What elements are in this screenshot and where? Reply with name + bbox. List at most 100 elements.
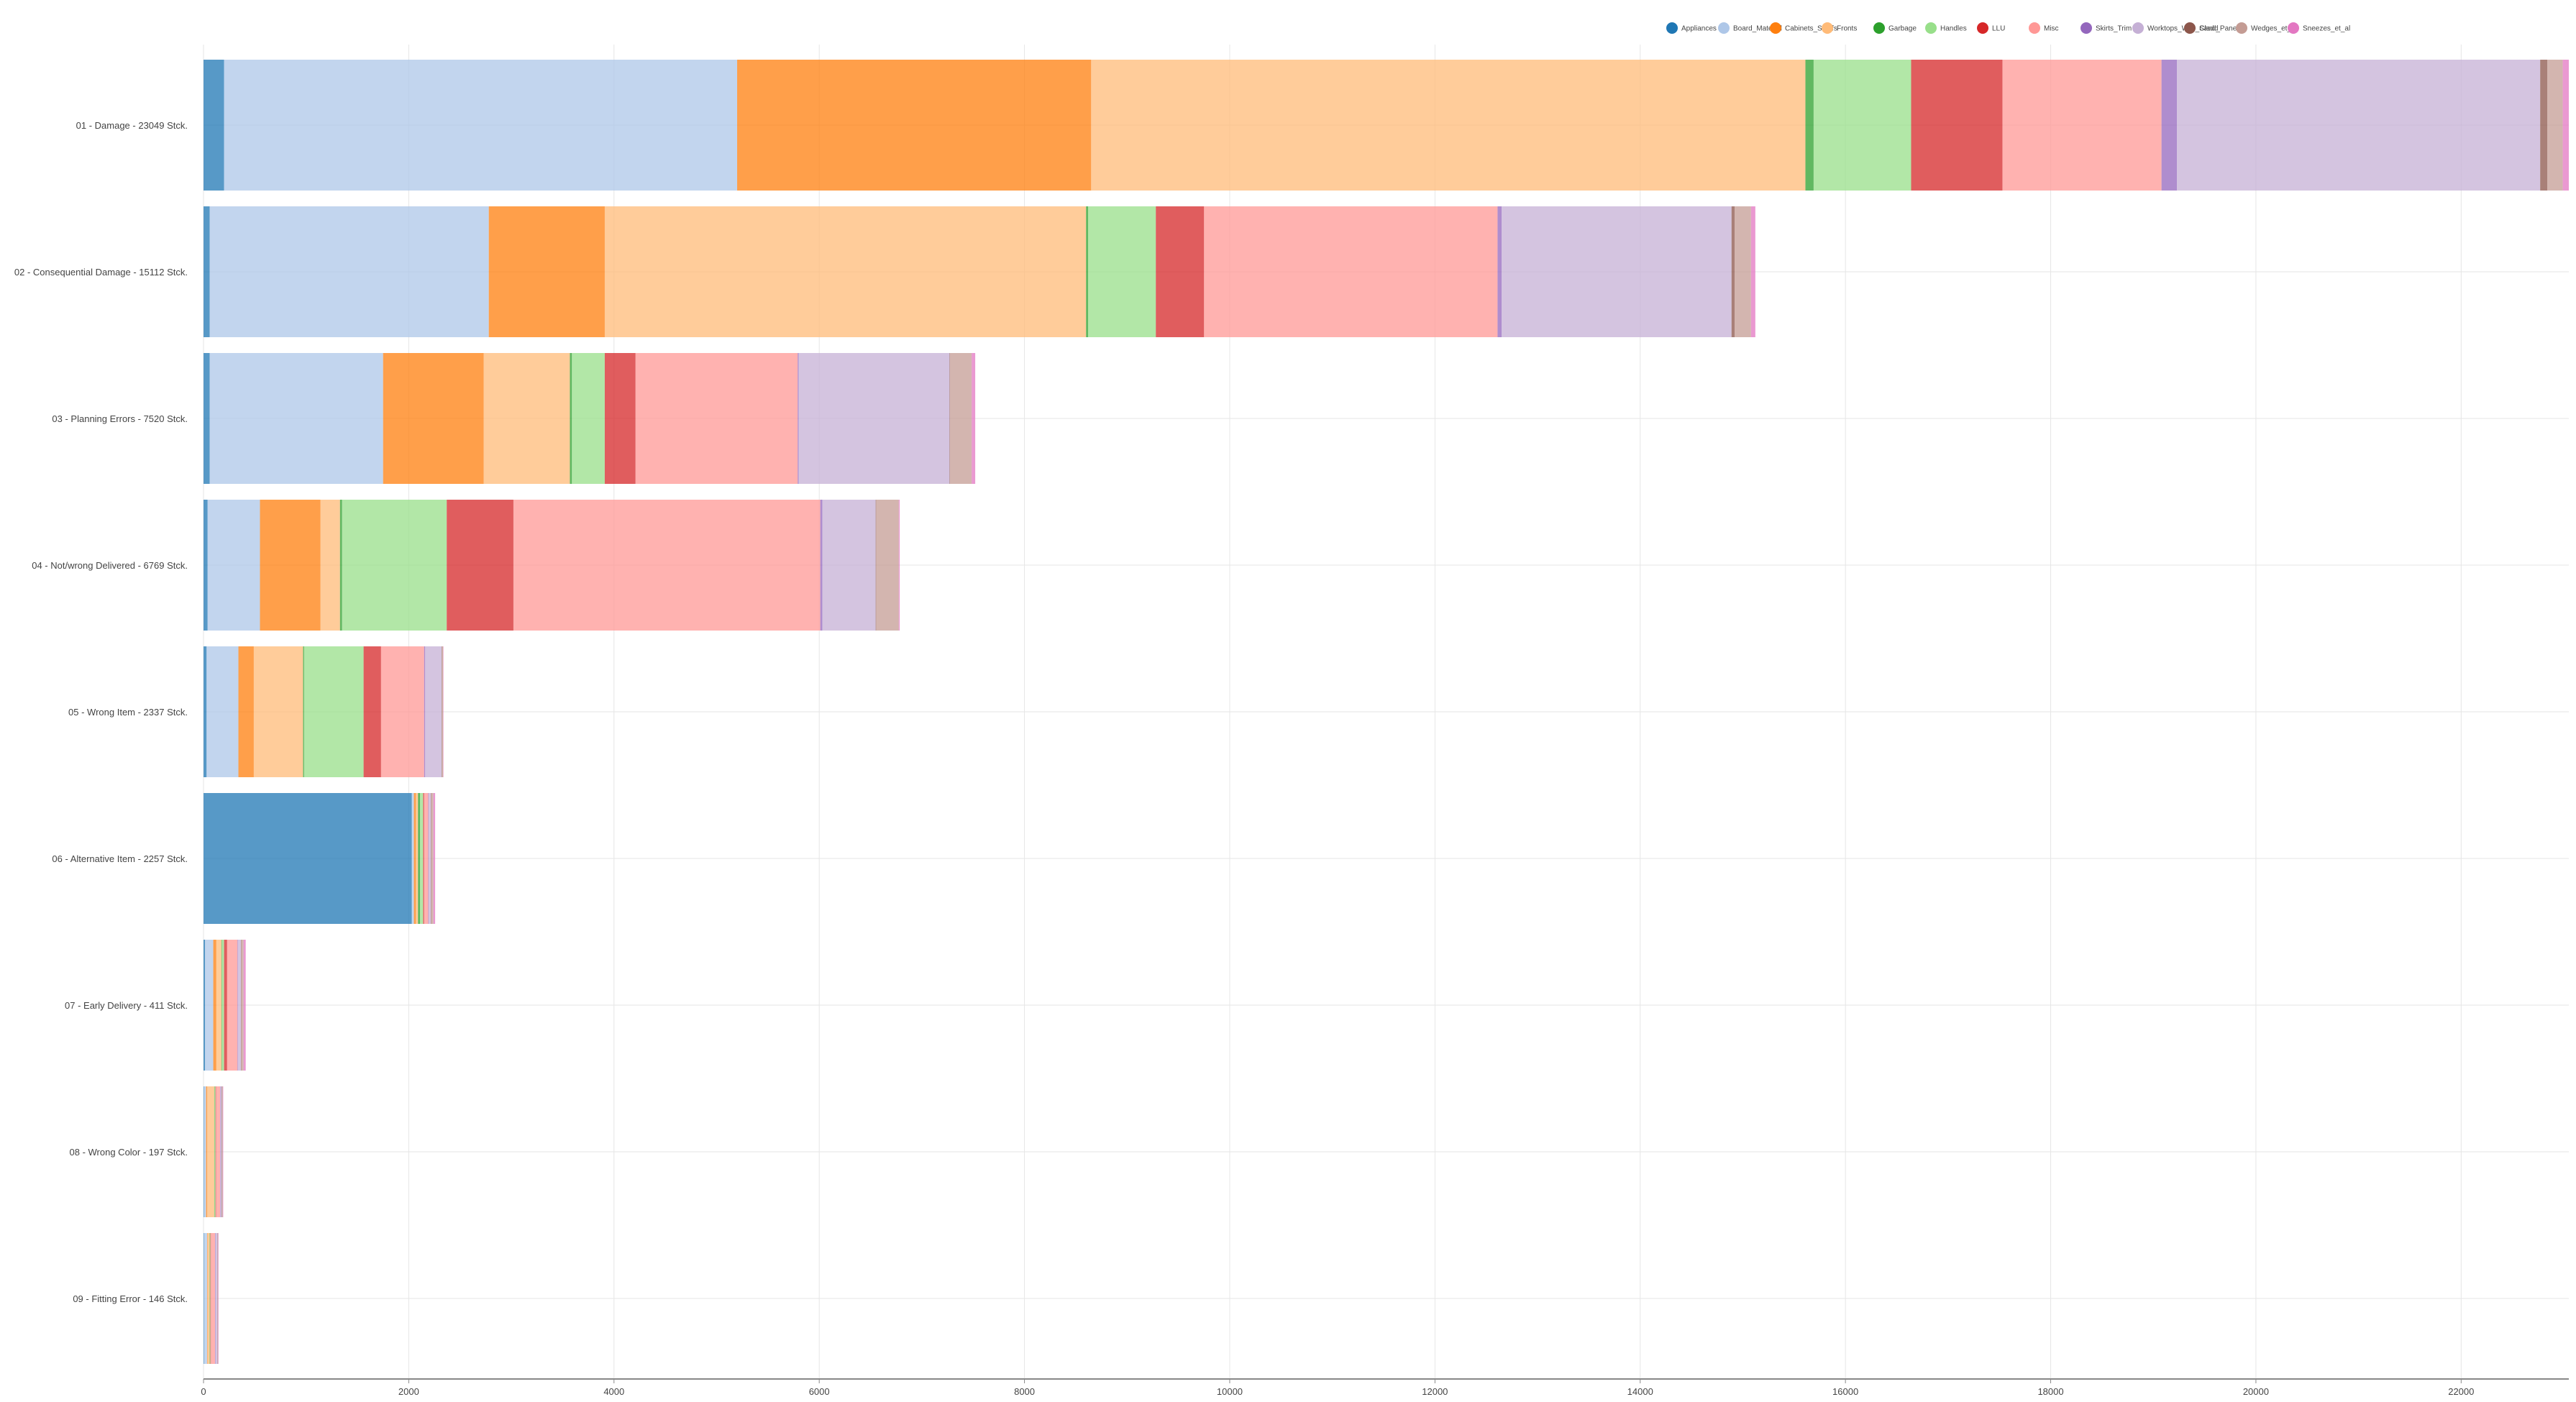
bar-segment-fronts[interactable] <box>604 206 1087 337</box>
bar-segment-wedges-et-al[interactable] <box>431 793 434 924</box>
bar-segment-garbage[interactable] <box>570 353 572 484</box>
legend-item[interactable]: Board_Material <box>1718 22 1782 34</box>
bar-segment-worktops-wall-cladd[interactable] <box>798 353 950 484</box>
bar-segment-wedges-et-al[interactable] <box>442 646 444 777</box>
bar-segment-handles[interactable] <box>572 353 605 484</box>
bar-segment-board-material[interactable] <box>205 940 214 1071</box>
bar-segment-board-material[interactable] <box>209 353 383 484</box>
bar-segment-skirts-trim[interactable] <box>820 500 823 631</box>
bar-segment-skirts-trim[interactable] <box>2161 60 2178 191</box>
bar-segment-handles[interactable] <box>221 940 224 1071</box>
bar-segment-skirts-trim[interactable] <box>424 646 426 777</box>
bar-segment-llu[interactable] <box>224 940 227 1071</box>
bar-segment-wedges-et-al[interactable] <box>217 1233 219 1364</box>
bar-segment-cabinets-shelfs[interactable] <box>206 1086 207 1217</box>
bar-segment-garbage[interactable] <box>339 500 342 631</box>
legend-item[interactable]: Cabinets_Shelfs <box>1770 22 1837 34</box>
bar-segment-cabinets-shelfs[interactable] <box>737 60 1092 191</box>
legend-item[interactable]: Garbage <box>1873 22 1917 34</box>
bar-segment-llu[interactable] <box>363 646 381 777</box>
bar-segment-cabinets-shelfs[interactable] <box>414 793 416 924</box>
bar-segment-misc[interactable] <box>2002 60 2162 191</box>
bar-segment-wedges-et-al[interactable] <box>1735 206 1751 337</box>
bar-segment-skirts-trim[interactable] <box>214 1233 216 1364</box>
bar-segment-llu[interactable] <box>604 353 636 484</box>
bar-segment-sand-panels[interactable] <box>2540 60 2548 191</box>
legend-item[interactable]: Misc <box>2029 22 2059 34</box>
bar-segment-appliances[interactable] <box>204 646 207 777</box>
bar-segment-fronts[interactable] <box>1091 60 1806 191</box>
bar-segment-board-material[interactable] <box>206 646 239 777</box>
bar-segment-board-material[interactable] <box>224 60 738 191</box>
bar-segment-sneezes-et-al[interactable] <box>222 1086 224 1217</box>
bar-segment-llu[interactable] <box>1911 60 2003 191</box>
bar-segment-worktops-wall-cladd[interactable] <box>429 793 431 924</box>
bar-segment-worktops-wall-cladd[interactable] <box>215 1233 218 1364</box>
bar-segment-cabinets-shelfs[interactable] <box>213 940 216 1071</box>
bar-segment-appliances[interactable] <box>204 940 206 1071</box>
bar-segment-cabinets-shelfs[interactable] <box>383 353 484 484</box>
bar-segment-worktops-wall-cladd[interactable] <box>425 646 442 777</box>
bar-segment-sneezes-et-al[interactable] <box>898 500 900 631</box>
bar-segment-skirts-trim[interactable] <box>220 1086 221 1217</box>
legend[interactable]: Appliances Board_Material Cabinets_Shelfs F… <box>1666 22 2350 34</box>
bar-segment-cabinets-shelfs[interactable] <box>260 500 321 631</box>
bar-segment-sneezes-et-al[interactable] <box>2562 60 2569 191</box>
bar-segment-misc[interactable] <box>211 1233 215 1364</box>
bar-segment-fronts[interactable] <box>320 500 340 631</box>
bar-segment-garbage[interactable] <box>214 1086 215 1217</box>
bar-segment-llu[interactable] <box>447 500 513 631</box>
bar-segment-wedges-et-al[interactable] <box>950 353 972 484</box>
bar-segment-garbage[interactable] <box>1086 206 1089 337</box>
bar-segment-llu[interactable] <box>423 793 424 924</box>
bar-segment-wedges-et-al[interactable] <box>876 500 899 631</box>
legend-item[interactable]: Skirts_Trim <box>2081 22 2132 34</box>
bar-segment-handles[interactable] <box>1813 60 1912 191</box>
bar-segment-appliances[interactable] <box>204 206 210 337</box>
bar-segment-cabinets-shelfs[interactable] <box>206 1233 208 1364</box>
bar-segment-misc[interactable] <box>216 1086 221 1217</box>
bar-segment-board-material[interactable] <box>204 1233 207 1364</box>
bar-segment-appliances[interactable] <box>204 500 208 631</box>
bar-segment-fronts[interactable] <box>483 353 570 484</box>
bar-segment-handles[interactable] <box>420 793 424 924</box>
bar-segment-sand-panels[interactable] <box>949 353 951 484</box>
bar-segment-handles[interactable] <box>1088 206 1156 337</box>
bar-segment-wedges-et-al[interactable] <box>2547 60 2563 191</box>
bar-segment-garbage[interactable] <box>221 940 222 1071</box>
bar-segment-sneezes-et-al[interactable] <box>1750 206 1755 337</box>
bar-segment-misc[interactable] <box>227 940 238 1071</box>
bar-segment-handles[interactable] <box>342 500 447 631</box>
legend-item[interactable]: Fronts <box>1822 22 1857 34</box>
bar-segment-misc[interactable] <box>1204 206 1498 337</box>
bar-segment-sneezes-et-al[interactable] <box>433 793 436 924</box>
legend-item[interactable]: Handles <box>1925 22 1967 34</box>
bar-segment-handles[interactable] <box>303 646 364 777</box>
bar-segment-sand-panels[interactable] <box>1731 206 1735 337</box>
bar-segment-sand-panels[interactable] <box>217 1233 219 1364</box>
bar-segment-handles[interactable] <box>209 1233 211 1364</box>
bar-segment-appliances[interactable] <box>204 793 412 924</box>
bar-segment-appliances[interactable] <box>204 353 210 484</box>
bar-segment-skirts-trim[interactable] <box>1497 206 1502 337</box>
bar-segment-cabinets-shelfs[interactable] <box>238 646 254 777</box>
bar-segment-worktops-wall-cladd[interactable] <box>822 500 876 631</box>
bar-segment-fronts[interactable] <box>207 1233 210 1364</box>
bar-segment-fronts[interactable] <box>253 646 303 777</box>
bar-segment-garbage[interactable] <box>418 793 421 924</box>
legend-item[interactable]: Wedges_et_al <box>2236 22 2297 34</box>
bar-segment-handles[interactable] <box>214 1086 216 1217</box>
bar-segment-skirts-trim[interactable] <box>237 940 238 1071</box>
bar-segment-fronts[interactable] <box>416 793 419 924</box>
bar-segment-sand-panels[interactable] <box>241 940 242 1071</box>
bar-segment-worktops-wall-cladd[interactable] <box>2177 60 2541 191</box>
bar-segment-sneezes-et-al[interactable] <box>443 646 444 777</box>
bar-segment-misc[interactable] <box>635 353 798 484</box>
bar-segment-wedges-et-al[interactable] <box>221 1086 223 1217</box>
bar-segment-cabinets-shelfs[interactable] <box>488 206 605 337</box>
bar-segment-board-material[interactable] <box>411 793 414 924</box>
bar-segment-sneezes-et-al[interactable] <box>218 1233 219 1364</box>
bar-segment-sand-panels[interactable] <box>875 500 877 631</box>
bar-segment-misc[interactable] <box>380 646 424 777</box>
legend-item[interactable]: Appliances <box>1666 22 1717 34</box>
